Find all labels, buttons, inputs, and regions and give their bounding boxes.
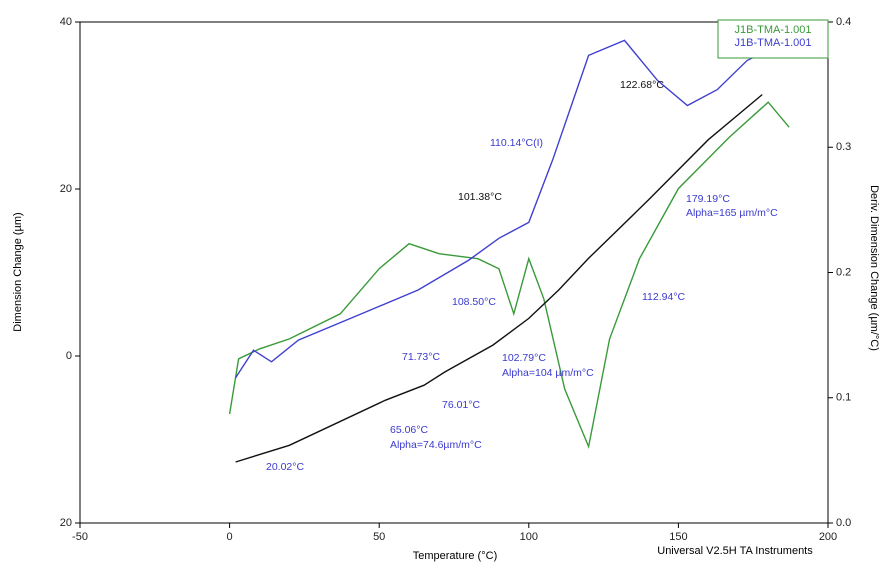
y2-tick-label: 0.0 <box>836 517 851 529</box>
annotation: 76.01°C <box>442 399 480 411</box>
annotation: 101.38°C <box>458 191 502 203</box>
footer: Universal V2.5H TA Instruments <box>657 545 813 557</box>
data-line <box>235 94 763 463</box>
annotation: 102.79°C <box>502 352 546 364</box>
y-tick-label: 0 <box>66 350 72 362</box>
annotation: 110.14°C(I) <box>490 137 543 149</box>
x-tick-label: 200 <box>819 531 837 543</box>
y2-tick-label: 0.2 <box>836 266 851 278</box>
data-line <box>228 101 790 450</box>
x-axis-label: Temperature (°C) <box>413 550 497 562</box>
legend-entry: J1B-TMA-1.001 <box>734 24 811 36</box>
y2-tick-label: 0.1 <box>836 392 851 404</box>
y2-tick-label: 0.4 <box>836 16 851 28</box>
annotation: 65.06°C <box>390 424 428 436</box>
x-tick-label: 150 <box>669 531 687 543</box>
annotation: Alpha=104 µm/m°C <box>502 367 594 379</box>
annotation: Alpha=165 µm/m°C <box>686 207 778 219</box>
annotation: Alpha=74.6µm/m°C <box>390 439 482 451</box>
annotation: 20.02°C <box>266 461 304 473</box>
legend-entry: J1B-TMA-1.001 <box>734 37 811 49</box>
y-axis-label: Dimension Change (µm) <box>12 212 24 331</box>
annotation: 179.19°C <box>686 193 730 205</box>
annotation: 112.94°C <box>642 291 686 303</box>
x-tick-label: -50 <box>72 531 88 543</box>
x-tick-label: 100 <box>520 531 538 543</box>
y2-axis-label: Deriv. Dimension Change (µm/°C) <box>868 185 880 351</box>
annotation: 122.68°C <box>620 79 664 91</box>
y2-tick-label: 0.3 <box>836 141 851 153</box>
x-tick-label: 50 <box>373 531 385 543</box>
y-tick-label: 20 <box>60 183 72 195</box>
x-tick-label: 0 <box>227 531 233 543</box>
annotation: 71.73°C <box>402 351 440 363</box>
y-tick-label: 20 <box>60 517 72 529</box>
data-line <box>235 39 769 379</box>
legend-box <box>717 19 829 59</box>
y-tick-label: 40 <box>60 16 72 28</box>
annotation: 108.50°C <box>452 296 496 308</box>
